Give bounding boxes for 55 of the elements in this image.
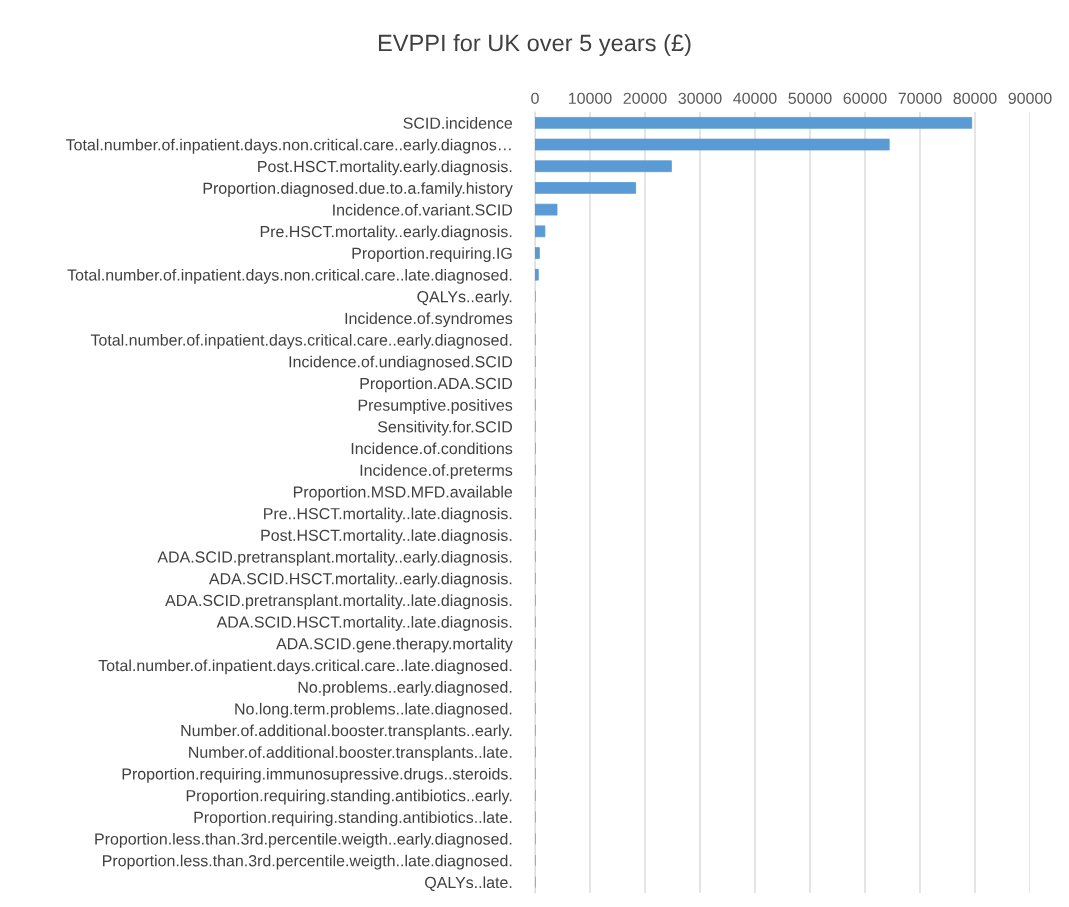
y-tick-label: Pre..HSCT.mortality..late.diagnosis.: [264, 507, 512, 523]
y-tick-label: Proportion.requiring.standing.antibiotics..late.: [194, 811, 512, 827]
y-tick-label: Incidence.of.syndromes: [345, 312, 513, 328]
bar: [535, 268, 539, 281]
x-tick-label: 80000: [953, 92, 997, 104]
y-tick-label: Proportion.MSD.MFD.available: [293, 485, 513, 501]
chart-title: EVPPI for UK over 5 years (£): [378, 34, 691, 57]
y-tick-label: Incidence.of.conditions: [351, 442, 513, 455]
y-tick-label: Total.number.of.inpatient.days.non.critical.care..late.diagnosed.: [67, 268, 512, 284]
x-tick-label: 40000: [733, 92, 777, 104]
y-tick-label: No.problems..early.diagnosed.: [298, 681, 512, 696]
y-tick-label: Proportion.ADA.SCID: [360, 377, 513, 393]
y-tick-label: QALYs..late.: [425, 876, 512, 891]
x-tick-label: 20000: [623, 92, 667, 104]
y-tick-label: Total.number.of.inpatient.days.critical.care..late.diagnosed.: [98, 659, 512, 675]
y-tick-label: Number.of.additional.booster.transplants..late.: [189, 746, 512, 762]
y-tick-label: Sensitivity.for.SCID: [377, 420, 513, 436]
y-tick-label: Proportion.requiring.immunosupressive.drugs..steroids.: [122, 767, 512, 783]
x-tick-label: 10000: [569, 92, 612, 104]
x-tick-label: 30000: [678, 92, 722, 104]
y-tick-label: Post.HSCT.mortality..late.diagnosis.: [261, 529, 512, 545]
y-tick-label: Incidence.of.variant.SCID: [333, 203, 513, 216]
y-tick-label: QALYs..early.: [417, 290, 512, 306]
x-tick-label: 90000: [1008, 92, 1052, 104]
y-tick-label: Proportion.less.than.3rd.percentile.weigth..early.diagnosed.: [95, 832, 512, 848]
y-tick-label: Incidence.of.undiagnosed.SCID: [289, 355, 513, 371]
y-tick-label: Post.HSCT.mortality.early.diagnosis.: [258, 160, 512, 176]
y-tick-label: Proportion.less.than.3rd.percentile.weigth..late.diagnosed.: [103, 854, 512, 870]
bar: [535, 247, 540, 259]
y-tick-label: Pre.HSCT.mortality..early.diagnosis.: [260, 225, 512, 241]
bar: [535, 225, 546, 238]
x-tick-label: 60000: [843, 92, 887, 104]
y-tick-label: Incidence.of.preterms: [360, 464, 513, 480]
x-tick-label: 0: [531, 92, 539, 104]
y-tick-label: Total.number.of.inpatient.days.critical.care..early.diagnosed.: [90, 334, 512, 349]
bar: [535, 138, 890, 151]
y-tick-label: SCID.incidence: [403, 117, 513, 129]
y-tick-label: Proportion.diagnosed.due.to.a.family.history: [203, 182, 513, 198]
x-tick-label: 70000: [898, 92, 942, 104]
bar: [535, 182, 637, 194]
y-tick-label: ADA.SCID.HSCT.mortality..late.diagnosis.: [216, 616, 512, 631]
y-tick-label: Total.number.of.inpatient.days.non.critical.care..early.diagnos…: [66, 138, 511, 154]
y-tick-label: ADA.SCID.gene.therapy.mortality: [276, 637, 513, 653]
x-tick-label: 50000: [788, 92, 832, 104]
y-tick-label: Proportion.requiring.IG: [352, 247, 512, 263]
bar: [535, 203, 558, 216]
y-tick-label: Number.of.additional.booster.transplants..early.: [181, 724, 512, 740]
y-tick-label: ADA.SCID.pretransplant.mortality..early.diagnosis.: [157, 550, 512, 566]
y-tick-label: Presumptive.positives: [358, 399, 513, 414]
y-tick-label: No.long.term.problems..late.diagnosed.: [235, 702, 512, 718]
y-tick-label: ADA.SCID.pretransplant.mortality..late.diagnosis.: [165, 594, 512, 610]
bar: [535, 160, 672, 173]
bar: [535, 117, 973, 129]
y-tick-label: ADA.SCID.HSCT.mortality..early.diagnosis.: [208, 572, 512, 588]
y-tick-label: Proportion.requiring.standing.antibiotics..early.: [186, 789, 512, 805]
